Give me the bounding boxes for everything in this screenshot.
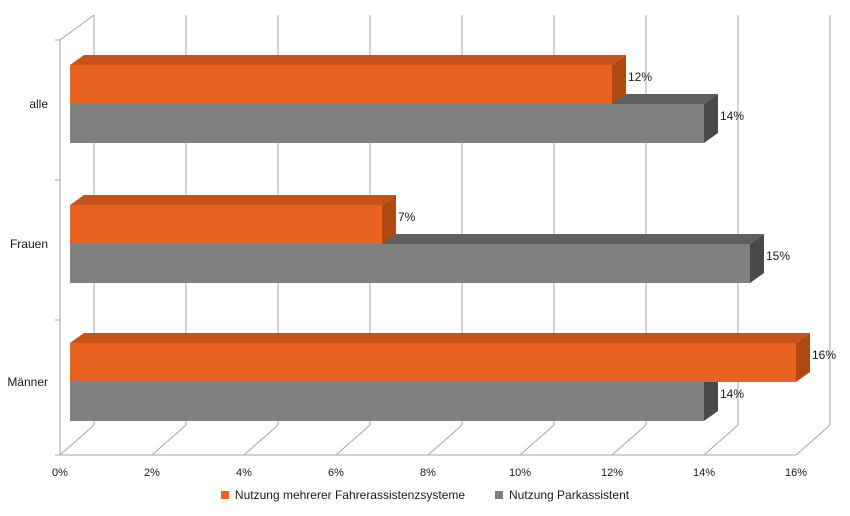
data-label: 14% [720, 387, 744, 401]
legend-label-series-1: Nutzung mehrerer Fahrerassistenzsysteme [234, 488, 466, 502]
data-label: 16% [812, 348, 836, 362]
data-label: 14% [720, 109, 744, 123]
bar-parkassistent [70, 234, 764, 283]
gridline-floor [427, 424, 463, 456]
gridline-floor [243, 424, 279, 456]
x-tick-label: 10% [509, 467, 531, 479]
legend-item-series-2: Nutzung Parkassistent [495, 488, 629, 502]
legend-label-series-2: Nutzung Parkassistent [509, 488, 630, 502]
legend-item-series-1: Nutzung mehrerer Fahrerassistenzsysteme [220, 488, 466, 502]
data-label: 12% [628, 70, 652, 84]
x-tick-label: 8% [420, 467, 436, 479]
bar-front-face [70, 104, 704, 143]
legend-swatch-orange [220, 491, 229, 499]
gridline-floor [59, 424, 95, 456]
gridline-floor [795, 424, 831, 456]
bar-parkassistent [70, 372, 718, 421]
bar-fahrerassistenz [70, 333, 810, 382]
gridline-floor [335, 424, 371, 456]
data-label: 7% [398, 210, 416, 224]
x-tick-label: 14% [693, 467, 715, 479]
x-tick-label: 4% [236, 467, 252, 479]
bar-front-face [70, 343, 796, 382]
x-tick-label: 0% [52, 467, 68, 479]
x-tick-label: 2% [144, 467, 160, 479]
bar-top-face [70, 195, 396, 205]
bar-top-face [70, 55, 626, 65]
bar-side-face [750, 234, 764, 283]
x-tick-label: 6% [328, 467, 344, 479]
bar-side-face [612, 55, 626, 104]
x-tick-label: 16% [785, 467, 807, 479]
data-label: 15% [766, 249, 790, 263]
bar-front-face [70, 382, 704, 421]
gridline-floor [151, 424, 187, 456]
gridline-floor [611, 424, 647, 456]
x-tick-label: 12% [601, 467, 623, 479]
bar-fahrerassistenz [70, 195, 396, 244]
bar-side-face [704, 372, 718, 421]
bar-side-face [704, 94, 718, 143]
category-label: Männer [7, 375, 48, 389]
bar-side-face [796, 333, 810, 382]
category-label: Frauen [10, 237, 48, 251]
category-label: alle [29, 97, 48, 111]
legend-swatch-gray [495, 491, 504, 499]
bar-side-face [382, 195, 396, 244]
bar-fahrerassistenz [70, 55, 626, 104]
bars [70, 55, 810, 421]
bar-front-face [70, 205, 382, 244]
bar-top-face [70, 333, 810, 343]
gridline-floor [703, 424, 739, 456]
gridline-floor [519, 424, 555, 456]
side-wall-top-edge [59, 14, 95, 41]
bar-front-face [70, 65, 612, 104]
legend: Nutzung mehrerer Fahrerassistenzsysteme … [0, 488, 850, 502]
bar-front-face [70, 244, 750, 283]
